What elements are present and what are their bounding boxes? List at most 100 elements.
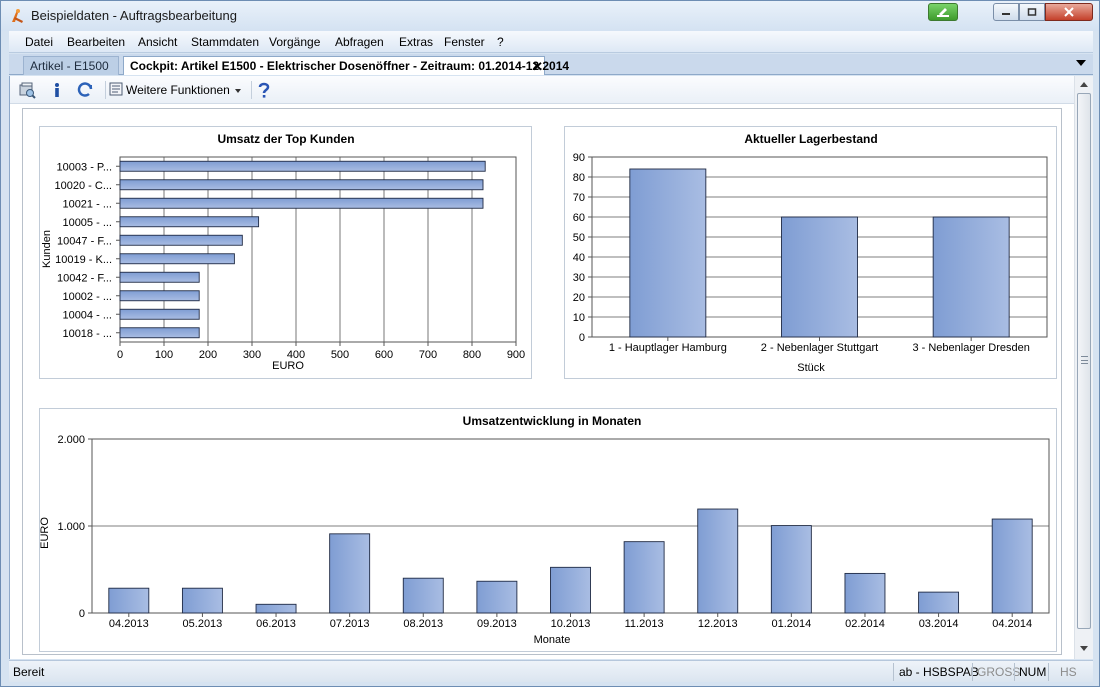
x-tick-label: 800 xyxy=(463,349,481,361)
x-tick-label: 04.2013 xyxy=(109,618,149,630)
x-tick-label: 700 xyxy=(419,349,437,361)
status-text: Bereit xyxy=(13,665,45,679)
stock-chart: Aktueller Lagerbestand 0 10 20 30 40 50 60 70 80 9… xyxy=(573,132,1048,374)
x-tick-label: 100 xyxy=(155,349,173,361)
y-tick-label: 90 xyxy=(573,152,585,164)
cockpit-dashboard: Umsatz der Top Kunden 0 100 200 300 400 500 600… xyxy=(22,108,1062,655)
y-axis-label: EURO xyxy=(40,517,51,549)
menu-ansicht[interactable]: Ansicht xyxy=(138,35,178,49)
chart-title: Umsatzentwicklung in Monaten xyxy=(463,414,642,428)
status-bar: Bereit ab - HSBSPAB GROSS NUM HS xyxy=(9,660,1093,682)
bar xyxy=(119,179,484,191)
menu-datei[interactable]: Datei xyxy=(25,35,54,49)
chevron-down-icon xyxy=(235,89,241,93)
status-num: NUM xyxy=(1019,665,1047,679)
x-tick-label: 05.2013 xyxy=(183,618,223,630)
x-tick-label: 200 xyxy=(199,349,217,361)
document-tabs: Artikel - E1500 Cockpit: Artikel E1500 -… xyxy=(9,54,1093,75)
menu-fenster[interactable]: Fenster xyxy=(444,35,485,49)
menu-vorgaenge[interactable]: Vorgänge xyxy=(269,35,321,49)
tab-cockpit[interactable]: Cockpit: Artikel E1500 - Elektrischer Do… xyxy=(123,56,569,75)
x-tick-label: 04.2014 xyxy=(992,618,1032,630)
y-tick-label: 10021 - ... xyxy=(62,198,112,210)
x-tick-label: 300 xyxy=(243,349,261,361)
x-axis-label: Stück xyxy=(797,362,825,374)
tab-artikel[interactable]: Artikel - E1500 xyxy=(23,56,119,75)
y-tick-label: 40 xyxy=(573,252,585,264)
x-tick-label: 900 xyxy=(507,349,525,361)
menu-bar: Datei Bearbeiten Ansicht Stammdaten Vorg… xyxy=(9,31,1093,53)
close-icon xyxy=(1064,7,1074,17)
menu-stammdaten[interactable]: Stammdaten xyxy=(191,35,260,49)
x-tick-label: 10.2013 xyxy=(551,618,591,630)
bar xyxy=(119,197,484,209)
x-tick-label: 3 - Nebenlager Dresden xyxy=(912,342,1029,354)
preview-icon[interactable] xyxy=(18,81,36,99)
close-window-button[interactable] xyxy=(1045,3,1093,21)
more-functions-button[interactable]: Weitere Funktionen xyxy=(108,80,246,100)
y-tick-label: 1.000 xyxy=(57,521,85,533)
bar xyxy=(119,271,200,283)
y-tick-label: 70 xyxy=(573,192,585,204)
x-tick-label: 1 - Hauptlager Hamburg xyxy=(609,342,727,354)
y-tick-label: 10 xyxy=(573,312,585,324)
toolbar-separator xyxy=(105,81,106,99)
minimize-button[interactable] xyxy=(993,3,1019,21)
bar xyxy=(697,508,739,614)
stock-panel: Aktueller Lagerbestand 0 10 20 30 40 50 60 70 80 9… xyxy=(564,126,1057,379)
x-tick-label: 03.2014 xyxy=(919,618,959,630)
bar xyxy=(119,160,486,172)
y-tick-label: 10002 - ... xyxy=(62,291,112,303)
y-tick-label: 30 xyxy=(573,272,585,284)
scroll-thumb[interactable] xyxy=(1077,93,1091,629)
info-icon[interactable] xyxy=(48,81,66,99)
bar xyxy=(550,566,591,614)
maximize-button[interactable] xyxy=(1019,3,1045,21)
top-customers-chart: Umsatz der Top Kunden 0 100 200 300 400 500 600… xyxy=(41,132,525,372)
menu-help[interactable]: ? xyxy=(497,35,504,49)
bar xyxy=(991,518,1033,614)
y-tick-label: 20 xyxy=(573,292,585,304)
window-title: Beispieldaten - Auftragsbearbeitung xyxy=(31,8,237,23)
maximize-icon xyxy=(1027,8,1037,16)
y-tick-label: 0 xyxy=(579,332,585,344)
bar xyxy=(623,541,665,614)
refresh-icon[interactable] xyxy=(76,81,94,99)
menu-bearbeiten[interactable]: Bearbeiten xyxy=(67,35,126,49)
monthly-revenue-chart: Umsatzentwicklung in Monaten 0 1.000 2.000 0… xyxy=(40,414,1050,646)
more-functions-label: Weitere Funktionen xyxy=(126,83,230,97)
tab-artikel-label: Artikel - E1500 xyxy=(30,59,109,73)
x-tick-label: 500 xyxy=(331,349,349,361)
y-tick-label: 10003 - P... xyxy=(57,161,112,173)
y-tick-label: 0 xyxy=(79,608,85,620)
status-user: ab - HSBSPAB xyxy=(899,665,979,679)
x-tick-label: 600 xyxy=(375,349,393,361)
bar xyxy=(918,591,960,614)
x-tick-label: 07.2013 xyxy=(330,618,370,630)
scroll-up-icon[interactable] xyxy=(1080,82,1088,87)
x-tick-label: 09.2013 xyxy=(477,618,517,630)
bar xyxy=(119,290,200,302)
vertical-scrollbar[interactable] xyxy=(1074,76,1093,659)
bar xyxy=(119,308,200,320)
y-tick-label: 50 xyxy=(573,232,585,244)
bar xyxy=(329,533,371,614)
x-tick-label: 11.2013 xyxy=(625,618,664,630)
y-tick-label: 10004 - ... xyxy=(62,309,112,321)
menu-abfragen[interactable]: Abfragen xyxy=(335,35,384,49)
document-content: Weitere Funktionen Umsatz der Top Kunden… xyxy=(9,76,1093,659)
tab-close-icon[interactable]: ✕ xyxy=(532,59,543,74)
help-icon[interactable] xyxy=(255,81,273,99)
user-status-button[interactable] xyxy=(928,3,958,21)
status-divider xyxy=(893,663,894,681)
y-tick-label: 10018 - ... xyxy=(62,328,112,340)
y-tick-label: 80 xyxy=(573,172,585,184)
scroll-down-icon[interactable] xyxy=(1080,646,1088,651)
menu-extras[interactable]: Extras xyxy=(399,35,434,49)
title-bar[interactable]: Beispieldaten - Auftragsbearbeitung xyxy=(1,1,1099,31)
tab-list-dropdown-icon[interactable] xyxy=(1076,60,1086,66)
chart-title: Umsatz der Top Kunden xyxy=(217,132,354,146)
status-hs: HS xyxy=(1060,665,1077,679)
monthly-revenue-panel: Umsatzentwicklung in Monaten 0 1.000 2.000 0… xyxy=(39,408,1057,652)
